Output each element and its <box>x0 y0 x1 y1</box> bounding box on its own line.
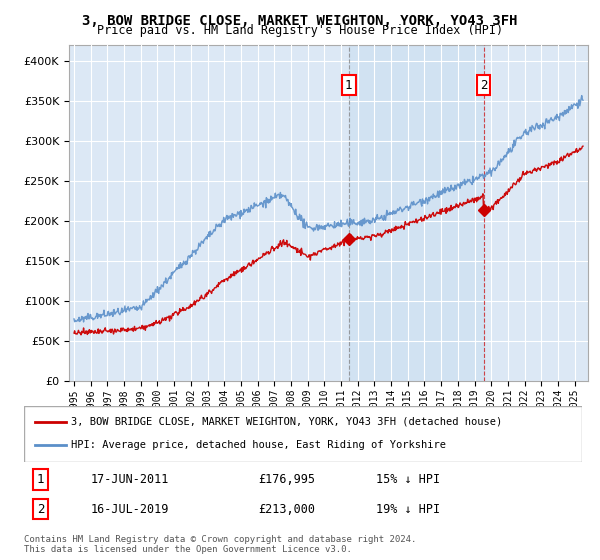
Text: HPI: Average price, detached house, East Riding of Yorkshire: HPI: Average price, detached house, East… <box>71 440 446 450</box>
Text: Price paid vs. HM Land Registry's House Price Index (HPI): Price paid vs. HM Land Registry's House … <box>97 24 503 37</box>
Text: £213,000: £213,000 <box>259 502 316 516</box>
Bar <box>349 45 484 381</box>
Text: £176,995: £176,995 <box>259 473 316 486</box>
Text: 2: 2 <box>480 78 487 92</box>
Text: Contains HM Land Registry data © Crown copyright and database right 2024.
This d: Contains HM Land Registry data © Crown c… <box>24 535 416 554</box>
Text: 19% ↓ HPI: 19% ↓ HPI <box>376 502 440 516</box>
Text: 3, BOW BRIDGE CLOSE, MARKET WEIGHTON, YORK, YO43 3FH (detached house): 3, BOW BRIDGE CLOSE, MARKET WEIGHTON, YO… <box>71 417 503 427</box>
Text: 1: 1 <box>37 473 44 486</box>
Text: 2: 2 <box>37 502 44 516</box>
Text: 1: 1 <box>345 78 352 92</box>
Text: 17-JUN-2011: 17-JUN-2011 <box>91 473 169 486</box>
Text: 16-JUL-2019: 16-JUL-2019 <box>91 502 169 516</box>
Text: 15% ↓ HPI: 15% ↓ HPI <box>376 473 440 486</box>
Text: 3, BOW BRIDGE CLOSE, MARKET WEIGHTON, YORK, YO43 3FH: 3, BOW BRIDGE CLOSE, MARKET WEIGHTON, YO… <box>82 14 518 28</box>
FancyBboxPatch shape <box>24 406 582 462</box>
